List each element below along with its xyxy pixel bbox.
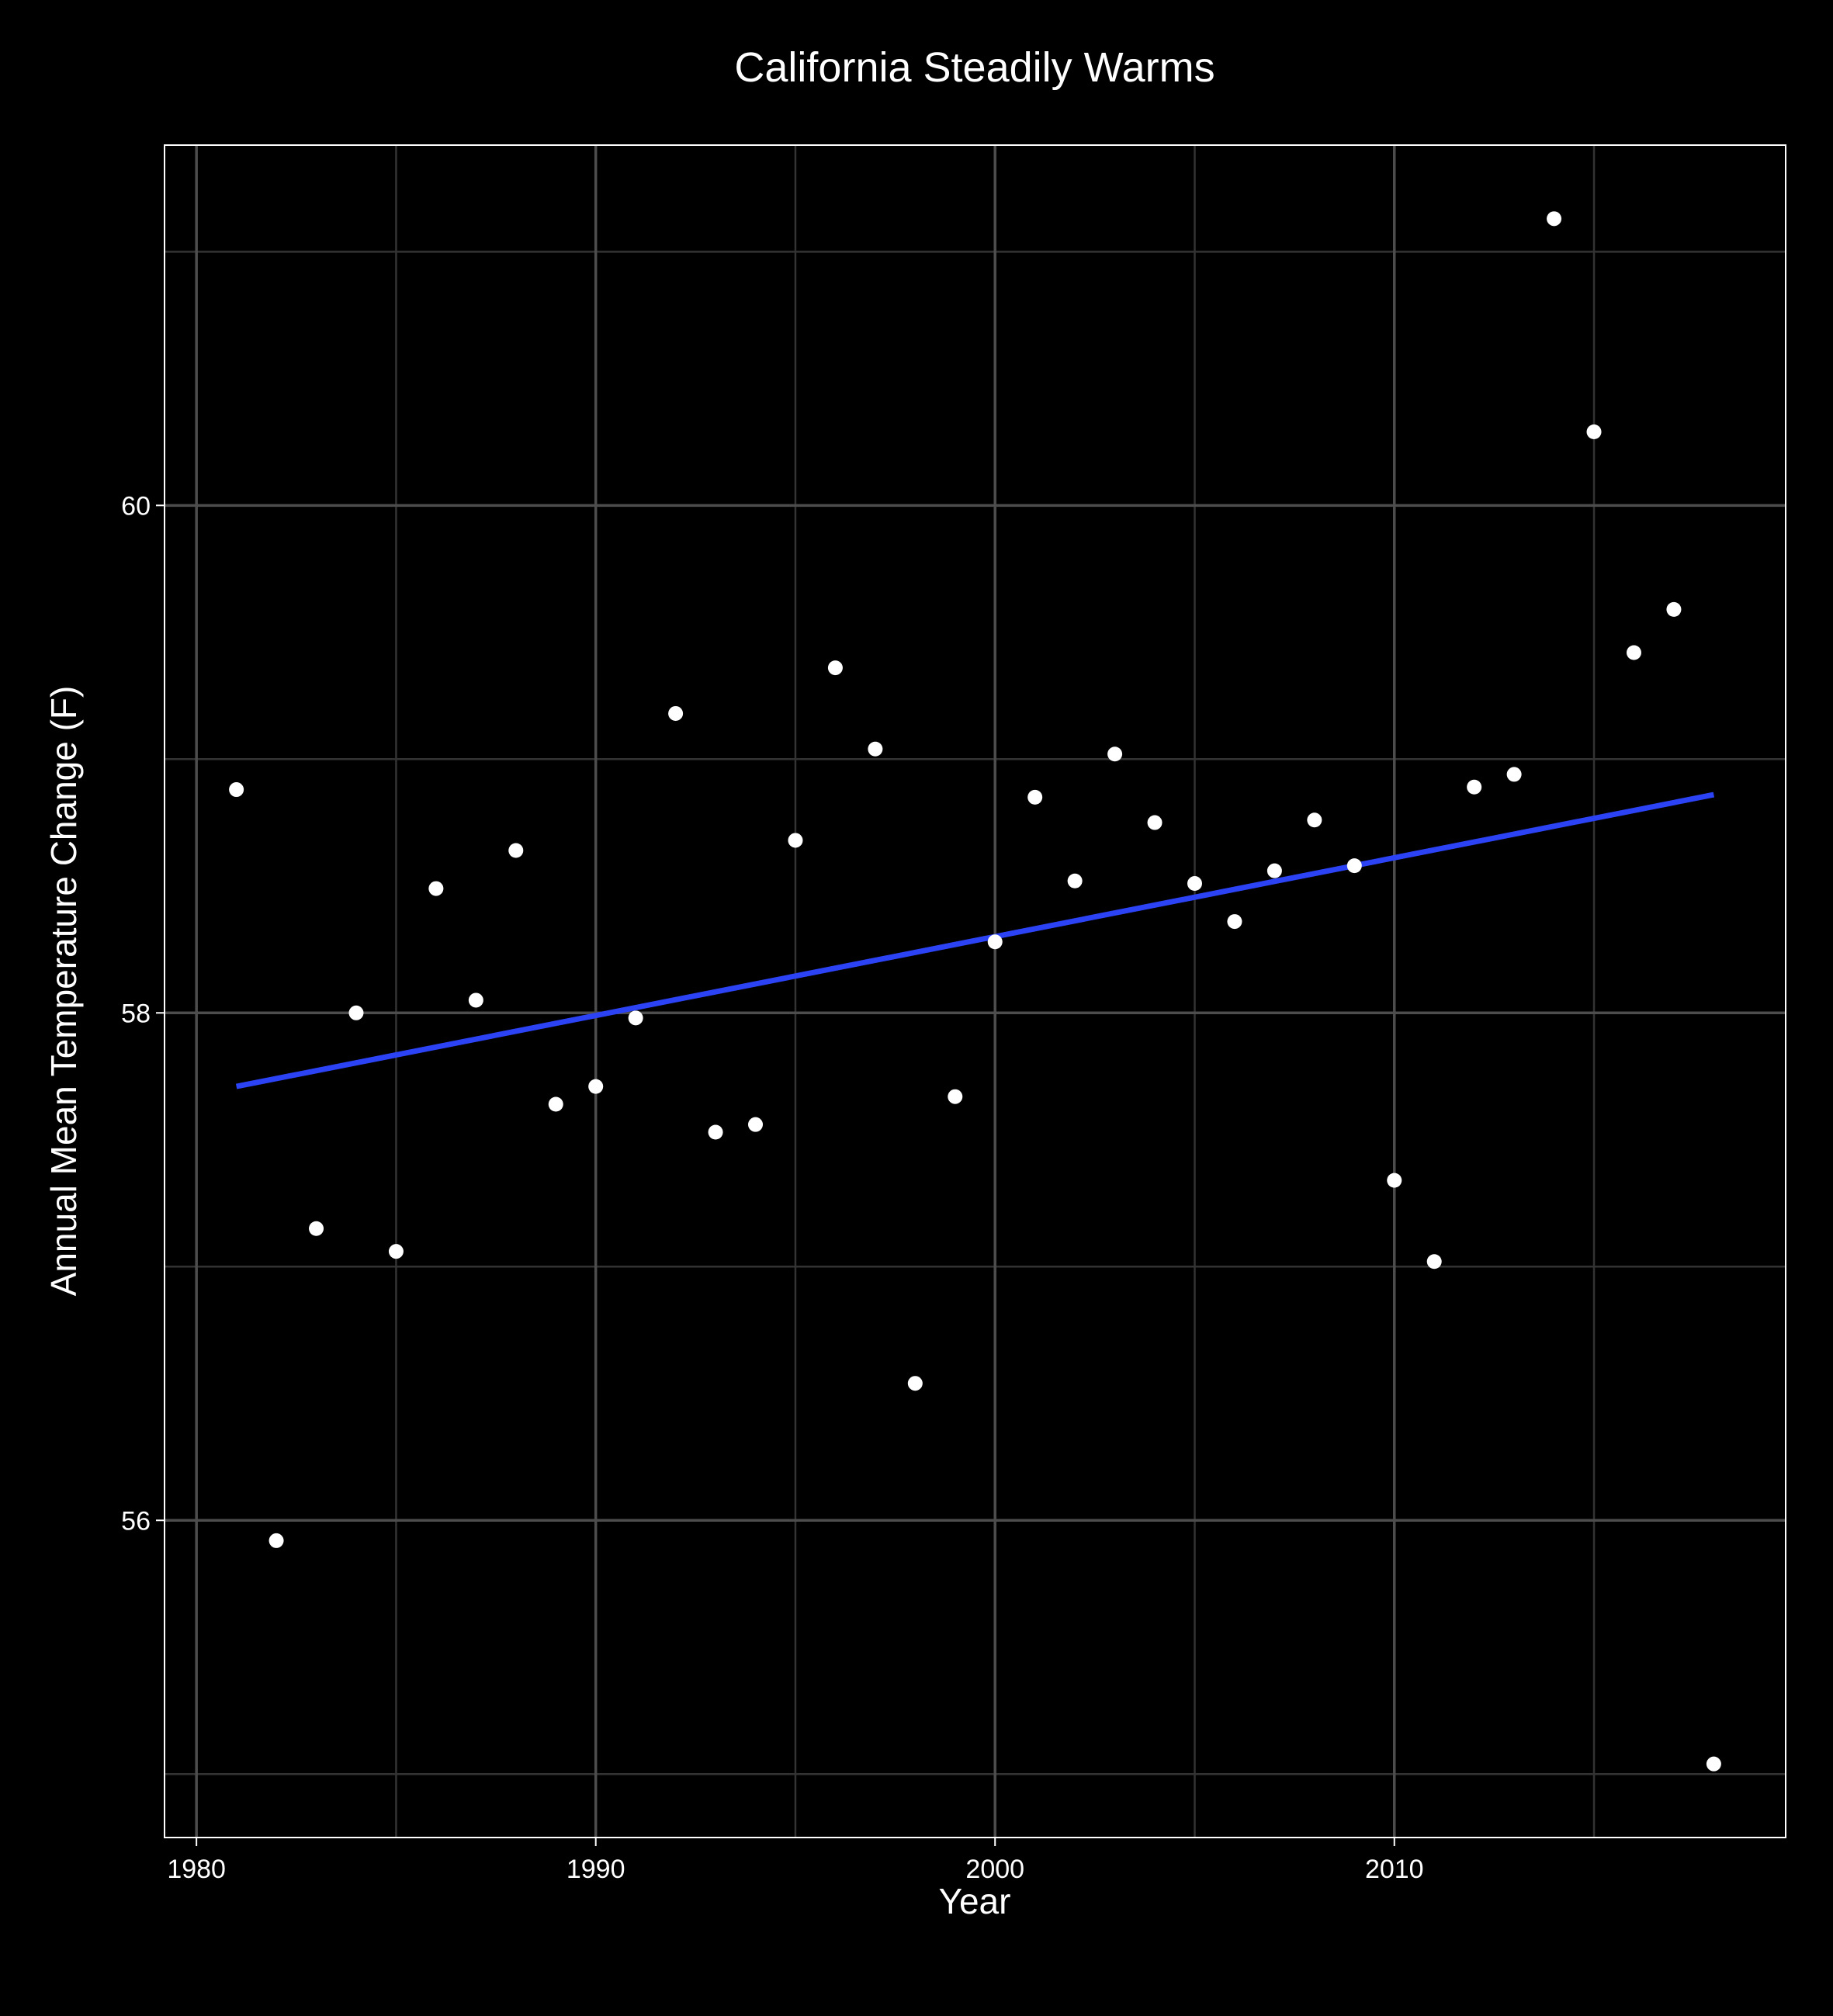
x-tick-label: 1980 (167, 1855, 226, 1884)
data-point (907, 1376, 923, 1391)
data-point (1506, 767, 1522, 782)
x-axis-title: Year (939, 1881, 1011, 1921)
data-point (1706, 1756, 1721, 1772)
x-tick-label: 2000 (965, 1855, 1024, 1884)
y-axis-ticks: 56 58 60 (121, 491, 165, 1536)
data-point (1266, 863, 1282, 878)
x-tick-label: 2010 (1365, 1855, 1424, 1884)
data-point (588, 1079, 604, 1094)
y-tick-label: 60 (121, 491, 151, 521)
data-point (1227, 914, 1242, 930)
data-point (508, 843, 524, 858)
data-point (1626, 645, 1641, 660)
data-point (428, 881, 444, 896)
data-point (348, 1005, 364, 1020)
trend-line (235, 792, 1715, 1089)
data-point (987, 934, 1003, 950)
data-point (1147, 815, 1163, 830)
data-point (269, 1533, 284, 1548)
data-point (868, 741, 883, 757)
trend-line-layer (235, 792, 1715, 1089)
x-axis-ticks: 1980 1990 2000 2010 (167, 1838, 1424, 1884)
data-point (827, 660, 843, 676)
data-point (948, 1089, 963, 1104)
data-point (548, 1096, 563, 1112)
data-point (628, 1010, 643, 1026)
data-point (1426, 1254, 1442, 1270)
data-point (388, 1244, 404, 1259)
data-point (788, 833, 803, 848)
data-point (1666, 601, 1682, 617)
y-axis-title: Annual Mean Temperature Change (F) (43, 686, 84, 1297)
plot-panel-border (164, 144, 1786, 1838)
chart-title: California Steadily Warms (734, 44, 1214, 91)
data-point (1067, 873, 1083, 888)
data-point (1467, 779, 1482, 795)
data-point (1107, 746, 1123, 762)
x-tick-label: 1990 (567, 1855, 625, 1884)
data-point (668, 705, 684, 721)
data-point (1547, 211, 1562, 227)
data-point (1586, 424, 1602, 439)
data-point (1387, 1173, 1402, 1188)
data-point (1346, 858, 1362, 874)
grid-lines (165, 145, 1786, 1838)
data-point (1027, 789, 1043, 805)
data-point (708, 1124, 723, 1140)
data-point (229, 782, 244, 798)
data-point (1187, 876, 1202, 892)
data-point (1307, 812, 1322, 828)
data-point (748, 1117, 764, 1132)
data-point (309, 1221, 324, 1236)
y-tick-label: 58 (121, 999, 151, 1028)
y-tick-label: 56 (121, 1506, 151, 1536)
data-point (468, 992, 483, 1008)
data-points (229, 211, 1721, 1772)
